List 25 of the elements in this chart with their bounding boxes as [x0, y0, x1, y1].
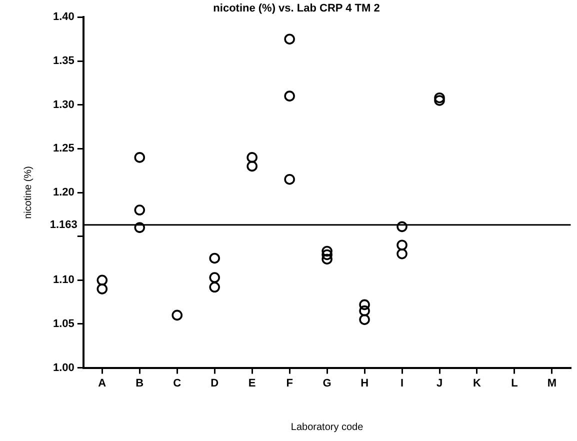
- x-tick-label: D: [210, 377, 219, 390]
- y-tick-label: 1.20: [52, 186, 74, 199]
- x-tick-label: B: [136, 377, 144, 390]
- y-tick-label: 1.30: [52, 98, 74, 111]
- y-axis-title: nicotine (%): [22, 166, 34, 219]
- x-tick-label: M: [547, 377, 557, 390]
- x-tick-label: E: [248, 377, 256, 390]
- x-tick-label: C: [173, 377, 182, 390]
- x-tick-label: J: [436, 377, 443, 390]
- y-tick-label: 1.05: [52, 318, 74, 330]
- y-tick-label: 1.35: [52, 55, 74, 68]
- x-tick-label: G: [322, 377, 332, 390]
- x-tick-label: F: [286, 377, 294, 390]
- y-tick-label: 1.00: [52, 362, 74, 374]
- ref-line-label: 1.163: [50, 218, 78, 231]
- y-tick-label: 1.25: [52, 142, 74, 155]
- chart-title: nicotine (%) vs. Lab CRP 4 TM 2: [213, 2, 380, 15]
- y-tick-label: 1.40: [52, 11, 74, 24]
- x-tick-label: L: [511, 377, 518, 390]
- x-tick-label: H: [360, 377, 369, 390]
- x-tick-label: K: [473, 377, 482, 390]
- x-tick-label: I: [400, 377, 404, 390]
- x-axis-title: Laboratory code: [290, 422, 364, 433]
- x-tick-label: A: [98, 377, 106, 390]
- y-tick-label: 1.10: [52, 274, 74, 286]
